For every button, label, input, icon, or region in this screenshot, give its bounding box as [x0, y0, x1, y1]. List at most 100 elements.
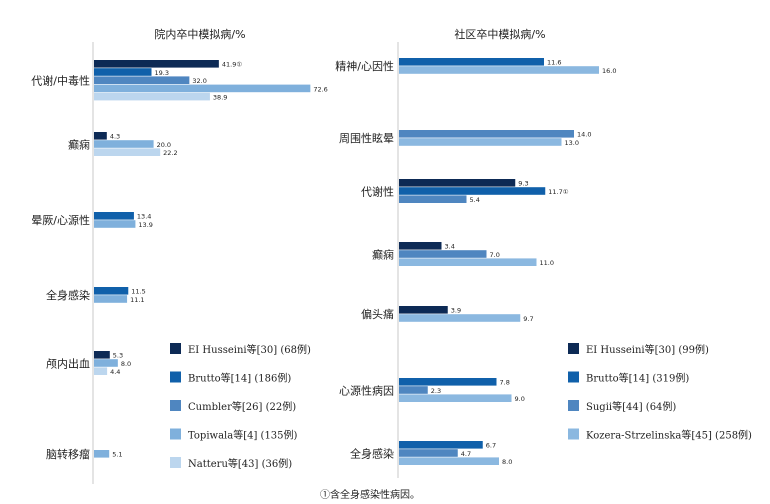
category-label: 周围性眩晕 [339, 131, 394, 145]
category-label: 癫痫 [68, 137, 90, 151]
bar-hospital [94, 60, 219, 68]
data-label: 11.5 [131, 288, 145, 296]
category-label: 晕厥/心源性 [31, 213, 90, 227]
legend-swatch [568, 343, 579, 354]
bar-community [399, 457, 499, 465]
data-label: 6.7 [486, 442, 496, 450]
data-label: 7.0 [490, 251, 500, 259]
bar-community [399, 250, 487, 258]
data-label: 13.0 [565, 139, 579, 147]
data-label: 16.0 [602, 67, 616, 75]
data-label: 7.8 [500, 379, 510, 387]
bar-community [399, 386, 428, 394]
category-label: 全身感染 [46, 288, 90, 302]
data-label: 11.1 [130, 296, 144, 304]
data-label: 11.7① [548, 188, 568, 196]
legend-label: Natteru等[43] (36例) [188, 457, 292, 470]
data-label: 19.3 [155, 69, 169, 77]
data-label: 9.0 [515, 395, 525, 403]
data-label: 14.0 [577, 131, 591, 139]
legend-swatch [568, 428, 579, 440]
data-label: 32.0 [192, 77, 206, 85]
data-label: 5.3 [113, 352, 123, 360]
bar-community [399, 58, 544, 66]
bar-hospital [94, 220, 136, 228]
bar-hospital [94, 132, 107, 140]
legend-label: Brutto等[14] (319例) [586, 372, 689, 385]
legend-label: Sugii等[44] (64例) [586, 400, 676, 413]
data-label: 20.0 [157, 141, 171, 149]
bar-hospital [94, 359, 118, 367]
bar-hospital [94, 367, 108, 375]
bar-community [399, 378, 497, 386]
legend-swatch [170, 457, 181, 468]
legend-label: Topiwala等[4] (135例) [188, 429, 298, 442]
category-label: 脑转移瘤 [46, 447, 90, 461]
data-label: 9.7 [523, 315, 533, 323]
footnote: ①含全身感染性病因。 [320, 490, 420, 501]
bar-hospital [94, 92, 210, 101]
bar-hospital [94, 76, 190, 84]
bar-hospital [94, 351, 110, 359]
bar-hospital [94, 148, 161, 156]
data-label: 11.0 [540, 259, 554, 267]
data-label: 22.2 [163, 149, 177, 157]
category-label: 癫痫 [372, 247, 394, 261]
data-label: 8.0 [121, 360, 131, 368]
bar-hospital [94, 84, 311, 93]
category-label: 代谢性 [361, 184, 394, 198]
bar-hospital [94, 68, 152, 76]
category-label: 颅内出血 [46, 356, 90, 370]
legend-label: Kozera-Strzelinska等[45] (258例) [586, 429, 752, 442]
data-label: 13.4 [137, 213, 151, 221]
data-label: 41.9① [222, 61, 242, 69]
data-label: 3.4 [445, 243, 455, 251]
data-label: 5.1 [112, 451, 122, 459]
legend-swatch [568, 400, 579, 411]
data-label: 5.4 [470, 196, 480, 204]
bar-community [399, 66, 599, 74]
legend-swatch [568, 371, 579, 383]
data-label: 4.4 [110, 368, 120, 376]
bar-hospital [94, 295, 128, 303]
data-label: 11.6 [547, 59, 561, 67]
data-label: 4.7 [461, 450, 471, 458]
legend-swatch [170, 343, 181, 354]
legend-label: Brutto等[14] (186例) [188, 372, 291, 385]
bar-community [399, 258, 537, 266]
bar-community [399, 449, 458, 457]
bar-hospital [94, 212, 134, 220]
bar-hospital [94, 140, 154, 148]
legend-swatch [170, 371, 181, 383]
category-label: 精神/心因性 [335, 59, 394, 73]
bar-community [399, 441, 483, 449]
legend-label: EI Husseini等[30] (99例) [586, 343, 709, 356]
legend-label: EI Husseini等[30] (68例) [188, 343, 311, 356]
data-label: 9.3 [518, 180, 528, 188]
category-label: 心源性病因 [339, 383, 394, 397]
data-label: 4.3 [110, 133, 120, 141]
legend-label: Cumbler等[26] (22例) [188, 400, 296, 413]
bar-community [399, 179, 516, 187]
legend-swatch [170, 428, 181, 440]
bar-community [399, 306, 448, 314]
data-label: 72.6 [313, 85, 327, 93]
bar-community [399, 314, 521, 322]
bar-community [399, 195, 467, 203]
chart-title: 社区卒中模拟病/% [454, 27, 545, 41]
category-label: 偏头痛 [361, 307, 394, 321]
data-label: 3.9 [451, 307, 461, 315]
chart-title: 院内卒中模拟病/% [154, 27, 245, 41]
bar-community [399, 130, 574, 138]
data-label: 8.0 [502, 458, 512, 466]
data-label: 2.3 [431, 387, 441, 395]
bar-hospital [94, 450, 110, 458]
data-label: 38.9 [213, 94, 227, 102]
bar-hospital [94, 287, 129, 295]
bar-community [399, 242, 442, 250]
category-label: 全身感染 [350, 446, 394, 460]
legend-swatch [170, 400, 181, 411]
bar-community [399, 394, 512, 402]
bar-community [399, 187, 546, 195]
